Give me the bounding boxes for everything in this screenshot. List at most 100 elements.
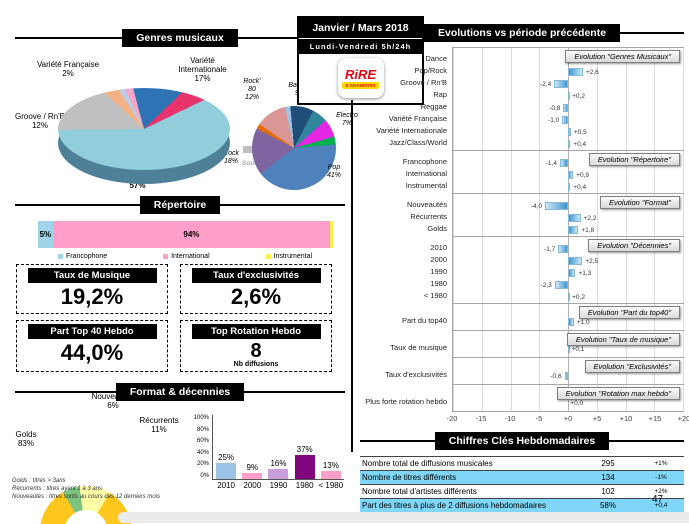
- gridline: [510, 237, 512, 303]
- key-figure-delta: +0,4: [654, 502, 668, 509]
- evolutions-bar: [554, 80, 568, 88]
- evolutions-bar: [568, 226, 579, 234]
- evolutions-panel: Evolutions vs période précédente Dance Po…: [360, 24, 689, 513]
- decades-y-tick: 0%: [200, 472, 209, 479]
- evolutions-section-header: Evolutions vs période précédente: [360, 24, 685, 42]
- decades-bar: [294, 455, 315, 479]
- key-figure-label: Part des titres à plus de 2 diffusions h…: [362, 501, 546, 510]
- gridline: [683, 194, 684, 236]
- gridline: [481, 385, 483, 411]
- stat-title: Taux d'exclusivités: [191, 268, 321, 283]
- evolutions-bar: [568, 128, 571, 136]
- gridline: [539, 194, 541, 236]
- gridline: [539, 48, 541, 150]
- section-title: Format & décennies: [115, 383, 245, 401]
- legend-item: Francophone: [57, 253, 107, 260]
- stat-value: 8: [250, 340, 262, 362]
- header-rule: [620, 32, 685, 34]
- evolutions-bar: [558, 245, 568, 253]
- evolutions-row-label: Taux de musique: [390, 343, 447, 352]
- evolutions-bar: [554, 281, 568, 289]
- evolutions-row-label: Rap: [433, 90, 447, 99]
- gridline: [453, 358, 454, 384]
- evolutions-group-plot: Evolution "Répertoire" -1,4 +0,9 +0,4: [452, 150, 684, 194]
- evolutions-row: +0,0: [453, 397, 683, 409]
- gridline: [453, 237, 454, 303]
- format-section-header: Format & décennies: [15, 383, 345, 401]
- evolutions-bar-value: +0,9: [576, 171, 590, 179]
- evolutions-bar: [568, 269, 576, 277]
- legend-chip: [265, 254, 271, 259]
- evolutions-rows: -1,7 +2,5 +1,3 -2,3 +0,2: [453, 237, 683, 303]
- stat-title: Taux de Musique: [27, 268, 157, 283]
- gridline: [481, 304, 483, 330]
- gridline: [453, 304, 454, 330]
- repertoire-segment: [330, 221, 333, 248]
- evolutions-bar-value: -0,6: [550, 372, 562, 380]
- gridline: [481, 331, 483, 357]
- evolutions-bar-value: +0,5: [573, 128, 587, 136]
- decades-y-axis: 100% 80% 60% 40% 20% 0%: [188, 415, 212, 479]
- evolutions-x-tick: +5: [592, 414, 602, 423]
- evolutions-bar-value: +1,0: [576, 318, 590, 326]
- bottom-strip: [118, 512, 689, 523]
- evolutions-row: +2,5: [453, 255, 683, 267]
- donut-label-golds: Golds 83%: [15, 430, 37, 448]
- evolutions-x-tick: +20: [677, 414, 689, 423]
- evolutions-group: Taux d'exclusivités Evolution "Exclusivit…: [360, 357, 684, 385]
- stat-box-part-top40: Part Top 40 Hebdo 44,0%: [16, 320, 168, 372]
- decades-plot: 25% 2010 9% 2000 16% 1990 37% 1980 13% < 1980: [212, 415, 344, 490]
- period-box: Janvier / Mars 2018 Lundi-Vendredi 5h/24…: [297, 16, 424, 105]
- section-title: Répertoire: [139, 196, 221, 214]
- evolutions-group-label: Evolution "Rotation max hebdo": [556, 387, 680, 400]
- evolutions-group: Dance Pop/Rock Groove / Rn'B Rap Reggae Varié…: [360, 47, 684, 151]
- gridline: [481, 151, 483, 193]
- evolutions-bar-value: +0,1: [571, 345, 585, 353]
- gridline: [510, 48, 512, 150]
- evolutions-row: +2,6: [453, 66, 683, 78]
- gridline: [510, 358, 512, 384]
- decades-y-tick: 60%: [196, 438, 209, 445]
- evolutions-row-label: 1980: [430, 279, 447, 288]
- decades-bar-value: 13%: [322, 460, 339, 470]
- repertoire-segment: 5%: [38, 221, 53, 248]
- decades-bar-chart: 100% 80% 60% 40% 20% 0% 25% 2010 9% 2000 16% 1990 3…: [188, 415, 344, 490]
- evolutions-row: -1,4: [453, 157, 683, 169]
- evolutions-row-label: Jazz/Class/World: [389, 138, 447, 147]
- decades-x-label: 2000: [243, 481, 262, 490]
- evolutions-x-tick: +10: [619, 414, 633, 423]
- subpie-label-pop: Pop 41%: [326, 164, 341, 179]
- station-logo-text: RiRE: [344, 66, 377, 82]
- gridline: [596, 237, 598, 303]
- evolutions-bar-value: -1,4: [545, 159, 557, 167]
- evolutions-group-label: Evolution "Part du top40": [578, 306, 680, 319]
- key-figure-delta: -1%: [655, 474, 667, 481]
- decades-bar-group: 13% < 1980: [319, 415, 344, 490]
- evolutions-row: +0,9: [453, 169, 683, 181]
- stat-subtitle: Nb diffusions: [233, 361, 279, 368]
- evolutions-row-label: Dance: [425, 54, 447, 63]
- evolutions-bar: [559, 159, 568, 167]
- evolutions-row: -4,0: [453, 200, 683, 212]
- evolutions-row-labels: Dance Pop/Rock Groove / Rn'B Rap Reggae Varié…: [360, 47, 452, 151]
- legend-item: Instrumental: [265, 253, 312, 260]
- evolutions-bar-value: +1,3: [578, 269, 592, 277]
- legend-chip: [163, 254, 169, 259]
- evolutions-row-label: Groove / Rn'B: [400, 78, 447, 87]
- decades-bar: [242, 473, 263, 479]
- evolutions-group-plot: Evolution "Taux de musique" +0,1: [452, 330, 684, 358]
- gridline: [453, 194, 454, 236]
- header-rule: [360, 32, 424, 34]
- evolutions-bar: [568, 214, 581, 222]
- evolutions-bar: [562, 116, 568, 124]
- stat-box-taux-musique: Taux de Musique 19,2%: [16, 264, 168, 314]
- gridline: [453, 385, 454, 411]
- evolutions-group-label: Evolution "Taux de musique": [566, 333, 680, 346]
- key-figure-label: Nombre total de diffusions musicales: [362, 459, 493, 468]
- gridline: [625, 194, 627, 236]
- evolutions-group-plot: Evolution "Genres Musicaux" +0,2 +2,6 -2,4 +…: [452, 47, 684, 151]
- evolutions-bar-value: +1,8: [581, 226, 595, 234]
- evolutions-row: +1,3: [453, 267, 683, 279]
- evolutions-bar: [568, 293, 570, 301]
- evolutions-row: +0,4: [453, 138, 683, 150]
